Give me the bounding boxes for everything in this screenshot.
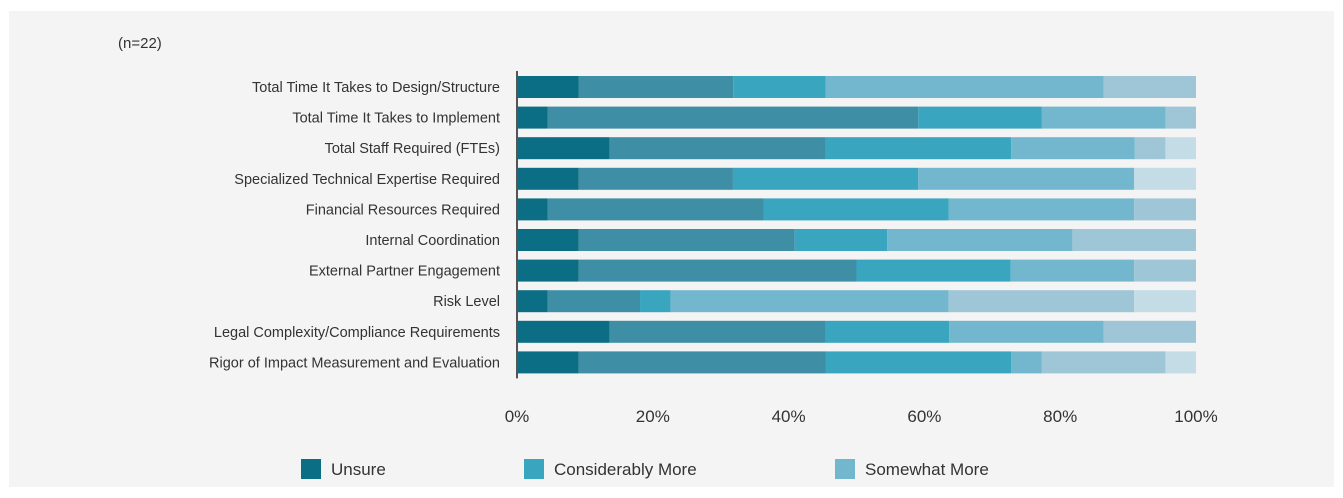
- bar-segment: [1165, 106, 1196, 129]
- bar-segment: [547, 106, 919, 129]
- bar-segment: [517, 76, 579, 98]
- category-label: External Partner Engagement: [309, 264, 500, 280]
- bar-segment: [1011, 351, 1042, 374]
- bar-segment: [825, 351, 1012, 374]
- x-tick-label: 40%: [772, 407, 806, 426]
- bar-segment: [1010, 259, 1135, 282]
- x-tick-label: 100%: [1174, 407, 1217, 426]
- category-label: Specialized Technical Expertise Required: [234, 172, 500, 188]
- bar-segment: [732, 167, 919, 190]
- bar-segment: [887, 229, 1073, 251]
- bar-segment: [517, 167, 579, 190]
- bar-segment: [609, 320, 826, 343]
- bar-segment: [517, 229, 579, 251]
- category-label: Financial Resources Required: [306, 202, 500, 218]
- bar-segment: [825, 137, 1012, 160]
- legend-swatch: [301, 459, 321, 479]
- bar-segment: [640, 290, 671, 313]
- bar-segment: [856, 259, 1011, 282]
- bar-segment: [1134, 259, 1196, 282]
- category-label: Risk Level: [433, 294, 500, 310]
- legend-label: Somewhat More: [865, 460, 989, 479]
- bar-segment: [578, 229, 795, 251]
- x-tick-label: 20%: [636, 407, 670, 426]
- bar-segment: [1134, 290, 1196, 313]
- bar-segment: [517, 198, 548, 221]
- bar-segment: [578, 167, 733, 190]
- x-tick-label: 80%: [1043, 407, 1077, 426]
- bar-segment: [609, 137, 826, 160]
- bar-segment: [670, 290, 949, 313]
- category-labels: Total Time It Takes to Design/Structure T…: [209, 80, 500, 371]
- bar-segment: [517, 320, 610, 343]
- bar-segment: [948, 290, 1135, 313]
- bar-segment: [825, 76, 1104, 98]
- bar-segment: [517, 351, 579, 374]
- legend: Unsure Considerably More Somewhat More: [301, 459, 989, 479]
- bar-segment: [1011, 137, 1135, 160]
- category-label: Internal Coordination: [365, 233, 500, 249]
- bar-segment: [1072, 229, 1196, 251]
- bar-segment: [1165, 351, 1196, 374]
- bar-segment: [948, 198, 1135, 221]
- legend-swatch: [524, 459, 544, 479]
- bar-segment: [949, 320, 1104, 343]
- category-label: Total Time It Takes to Design/Structure: [252, 80, 500, 96]
- category-label: Legal Complexity/Compliance Requirements: [214, 325, 500, 341]
- bar-segment: [578, 351, 826, 374]
- legend-swatch: [835, 459, 855, 479]
- category-label: Total Staff Required (FTEs): [325, 141, 500, 157]
- bar-segment: [1041, 106, 1166, 129]
- x-tick-labels: 0% 20% 40% 60% 80% 100%: [505, 407, 1218, 426]
- category-label: Rigor of Impact Measurement and Evaluati…: [209, 355, 500, 371]
- bar-segment: [1134, 198, 1196, 221]
- bar-segment: [547, 198, 764, 221]
- bar-segment: [825, 320, 950, 343]
- legend-label: Unsure: [331, 460, 386, 479]
- bar-segment: [517, 106, 548, 129]
- bar-segment: [1103, 320, 1196, 343]
- bar-segment: [517, 259, 579, 282]
- legend-label: Considerably More: [554, 460, 697, 479]
- bar-segment: [1041, 351, 1166, 374]
- bar-segment: [1134, 167, 1196, 190]
- bar-segment: [1134, 137, 1166, 160]
- bar-segment: [918, 167, 1135, 190]
- bar-segment: [517, 137, 610, 160]
- bar-segment: [578, 259, 857, 282]
- bar-group: [517, 76, 1196, 374]
- bar-segment: [578, 76, 734, 98]
- bar-segment: [1165, 137, 1196, 160]
- x-tick-label: 60%: [907, 407, 941, 426]
- bar-segment: [733, 76, 826, 98]
- bar-segment: [547, 290, 641, 313]
- bar-segment: [1103, 76, 1196, 98]
- bar-segment: [763, 198, 949, 221]
- bar-segment: [794, 229, 888, 251]
- sample-size-note: (n=22): [118, 35, 162, 52]
- category-label: Total Time It Takes to Implement: [292, 111, 500, 127]
- x-tick-label: 0%: [505, 407, 530, 426]
- bar-segment: [517, 290, 548, 313]
- bar-segment: [918, 106, 1042, 129]
